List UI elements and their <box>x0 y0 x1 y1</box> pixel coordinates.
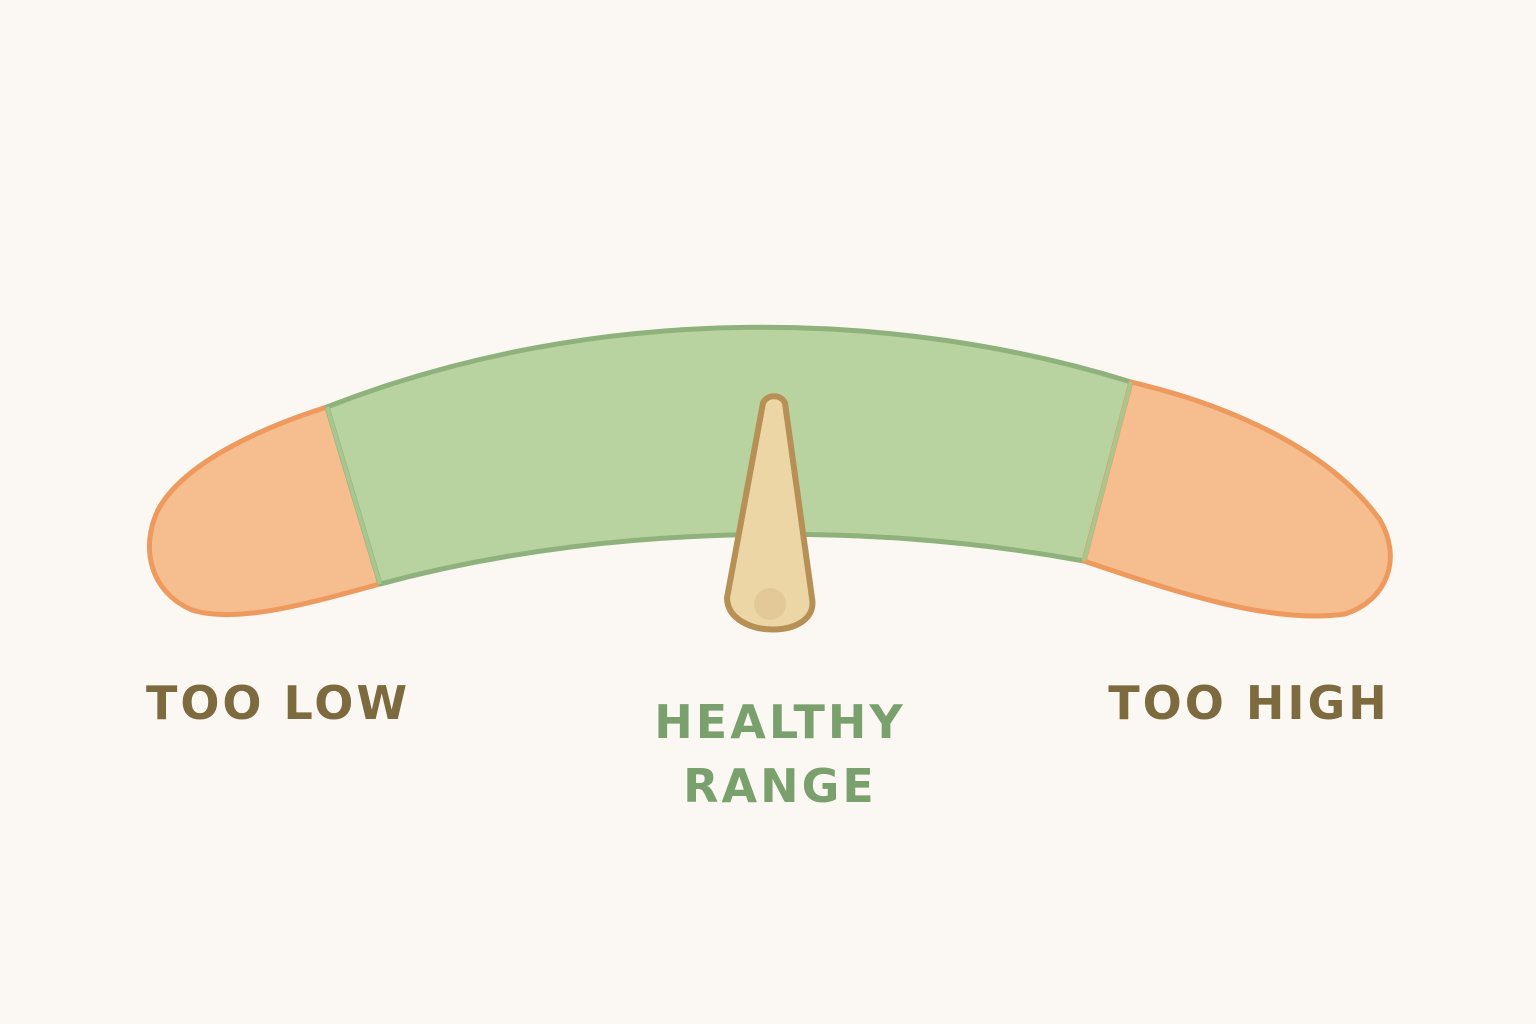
gauge-needle <box>724 393 816 633</box>
zone-healthy <box>324 324 1134 587</box>
needle-pivot <box>754 588 786 620</box>
zone-too-high <box>1081 379 1393 619</box>
zone-divider-left <box>325 406 382 585</box>
needle-body <box>724 393 816 633</box>
zone-divider-right <box>1082 381 1133 562</box>
zone-too-low <box>146 404 383 618</box>
label-healthy-line2: RANGE <box>683 759 877 813</box>
label-too-high: TOO HIGH <box>1108 676 1389 730</box>
label-healthy-line1: HEALTHY <box>654 695 905 749</box>
label-too-low: TOO LOW <box>146 676 410 730</box>
